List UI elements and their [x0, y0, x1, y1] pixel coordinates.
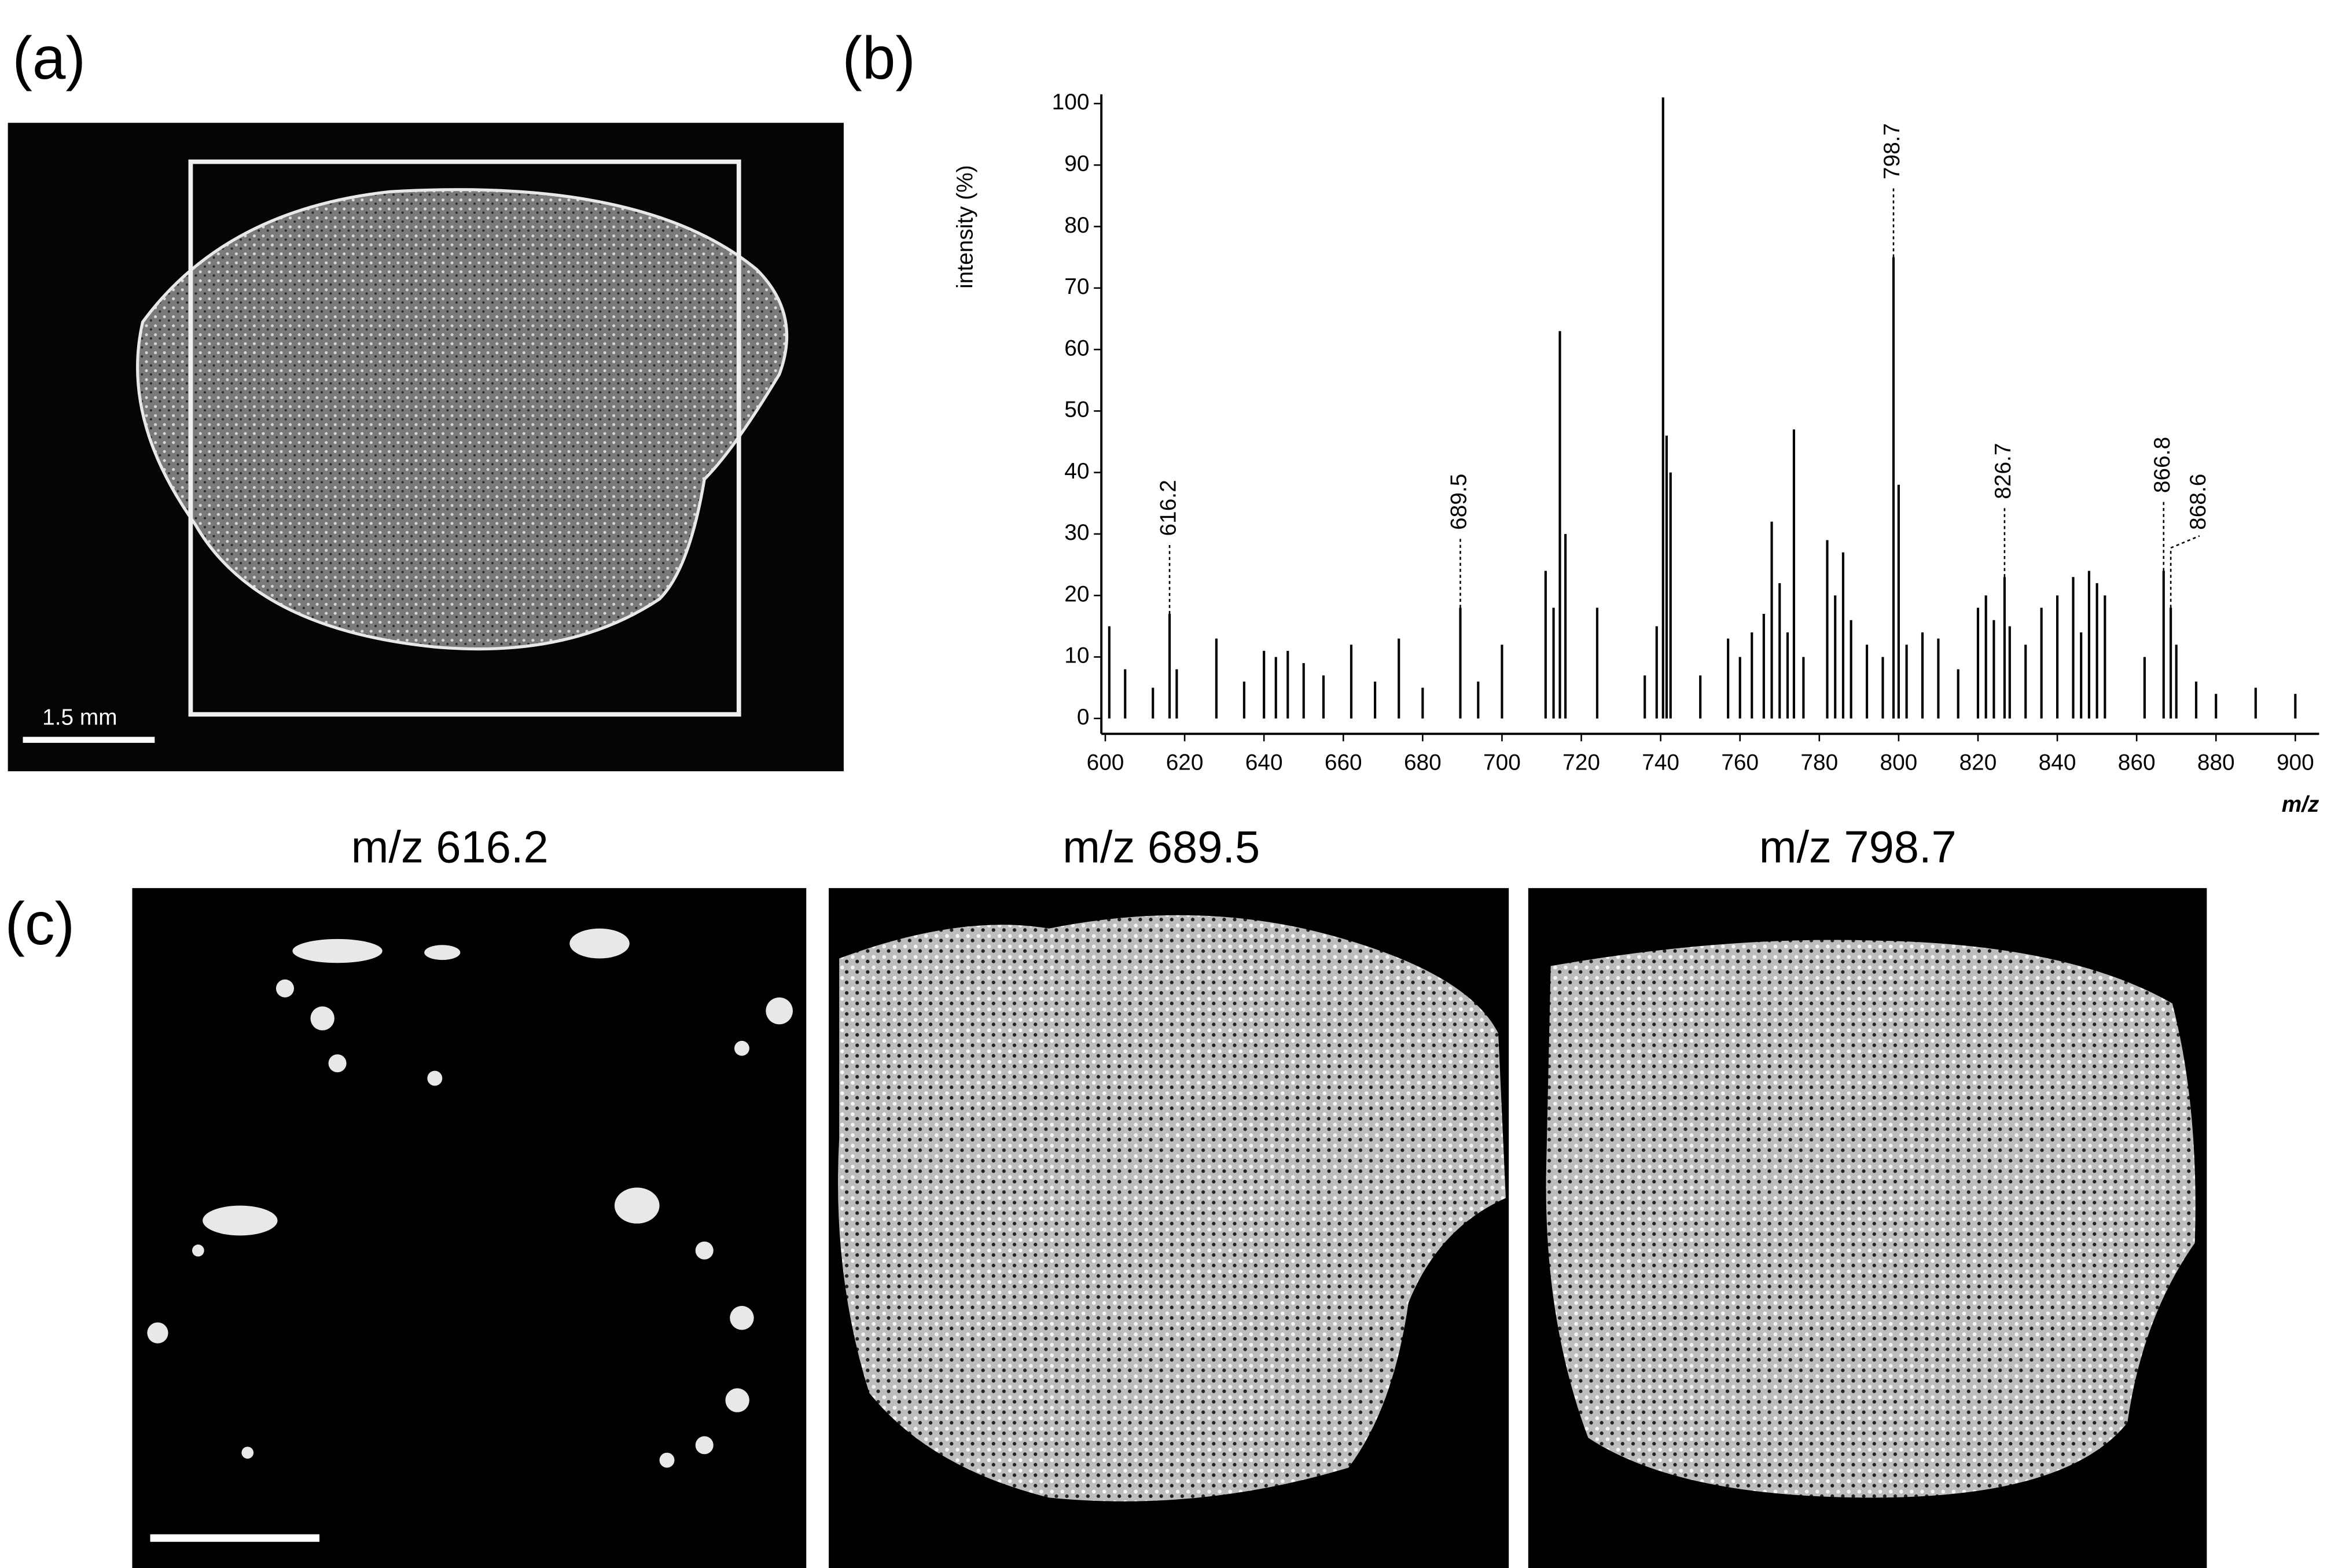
- peak-label: 868.6: [2186, 474, 2211, 530]
- x-tick-label: 800: [1880, 750, 1918, 775]
- x-tick-label: 660: [1325, 750, 1362, 775]
- peak-label: 866.8: [2150, 437, 2175, 493]
- panel-label: (b): [842, 24, 916, 91]
- y-tick-label: 50: [1064, 397, 1089, 422]
- tissue: [136, 188, 789, 651]
- x-tick-label: 780: [1800, 750, 1838, 775]
- y-tick-label: 40: [1064, 459, 1089, 484]
- y-tick-label: 70: [1064, 274, 1089, 299]
- y-tick-label: 90: [1064, 152, 1089, 176]
- panel-label: (a): [12, 24, 86, 91]
- image-title: m/z 616.2: [351, 823, 549, 873]
- y-tick-label: 20: [1064, 581, 1089, 606]
- x-tick-label: 880: [2197, 750, 2235, 775]
- x-tick-label: 860: [2118, 750, 2156, 775]
- image-title: m/z 798.7: [1759, 823, 1957, 873]
- peak-label: 798.7: [1880, 123, 1905, 179]
- image-title: m/z 689.5: [1062, 823, 1260, 873]
- x-tick-label: 640: [1245, 750, 1283, 775]
- x-tick-label: 900: [2277, 750, 2314, 775]
- panel-label: (c): [5, 890, 75, 957]
- y-tick-label: 60: [1064, 336, 1089, 360]
- x-tick-label: 680: [1404, 750, 1442, 775]
- scale-bar-label: 1.5 mm: [42, 705, 117, 730]
- y-tick-label: 100: [1052, 90, 1090, 115]
- y-tick-label: 0: [1077, 705, 1090, 730]
- leader-line: [2170, 535, 2200, 608]
- x-axis-label: m/z: [2282, 792, 2319, 817]
- y-axis-label: intensity (%): [953, 165, 977, 289]
- tissue-signal: [838, 915, 1506, 1501]
- x-tick-label: 740: [1642, 750, 1679, 775]
- x-tick-label: 600: [1087, 750, 1124, 775]
- x-tick-label: 840: [2039, 750, 2076, 775]
- region-box: [188, 159, 741, 717]
- y-tick-label: 30: [1064, 520, 1089, 545]
- y-tick-label: 80: [1064, 213, 1089, 238]
- x-tick-label: 820: [1959, 750, 1997, 775]
- x-tick-label: 700: [1483, 750, 1521, 775]
- peak-label: 616.2: [1156, 480, 1181, 536]
- x-tick-label: 620: [1166, 750, 1204, 775]
- peak-label: 826.7: [1991, 443, 2016, 499]
- peak-label: 689.5: [1447, 474, 1472, 530]
- x-tick-label: 760: [1721, 750, 1759, 775]
- hotspots: [147, 928, 793, 1468]
- tissue-signal: [1546, 940, 2196, 1498]
- x-tick-label: 720: [1562, 750, 1600, 775]
- spectrum: 0 10 20 30 40 50 60 70 80 90 100 600 620 640 660 680 700…: [953, 90, 2319, 817]
- y-tick-label: 10: [1064, 643, 1089, 668]
